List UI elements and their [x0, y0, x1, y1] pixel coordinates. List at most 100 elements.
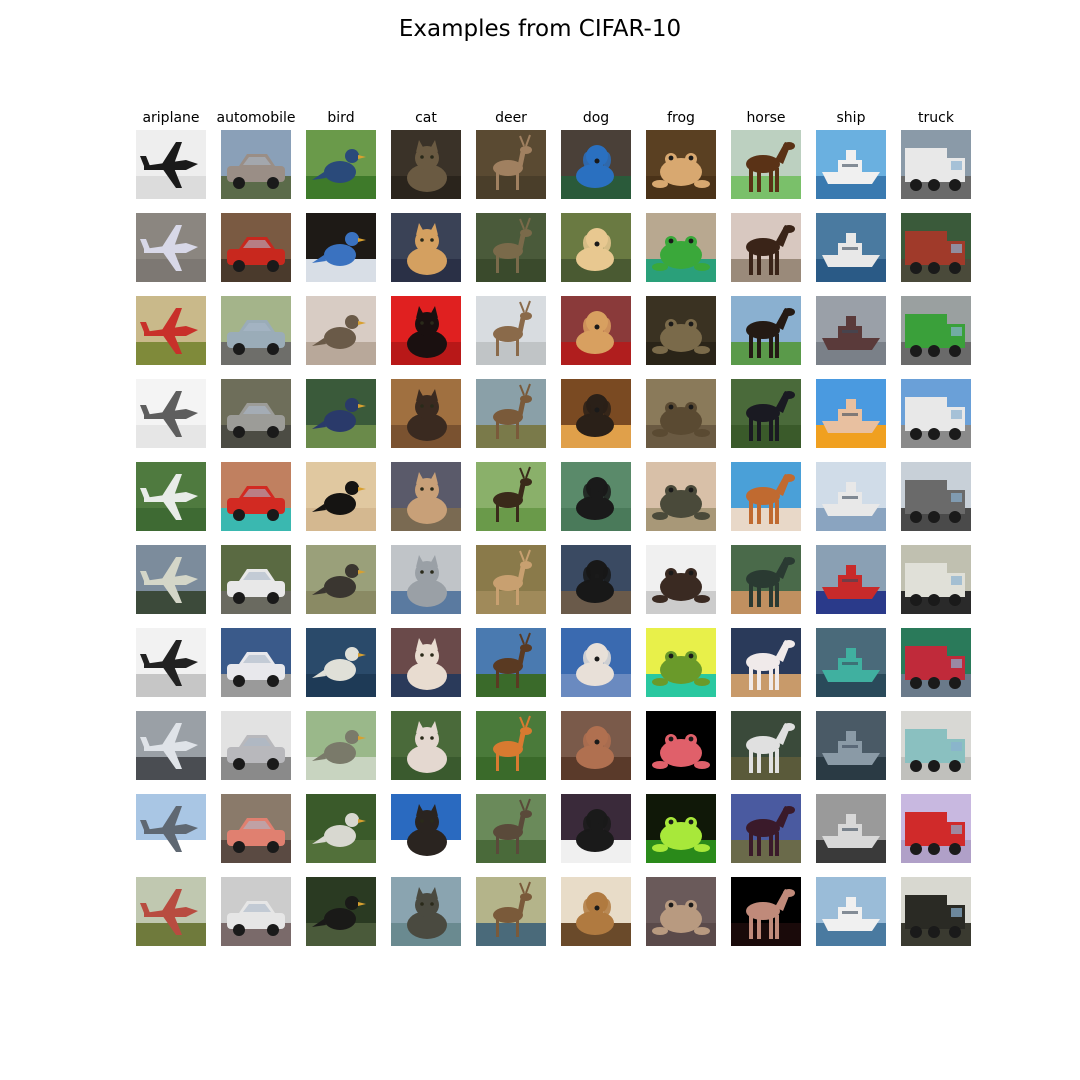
thumbnail-bird-3 — [306, 296, 376, 365]
thumbnail-horse-10 — [731, 877, 801, 946]
thumbnail-dog-3 — [561, 296, 631, 365]
thumbnail-deer-5 — [476, 462, 546, 531]
thumbnail-cat-5 — [391, 462, 461, 531]
thumbnail-deer-7 — [476, 628, 546, 697]
thumbnail-horse-7 — [731, 628, 801, 697]
thumbnail-frog-9 — [646, 794, 716, 863]
thumbnail-frog-5 — [646, 462, 716, 531]
thumbnail-automobile-3 — [221, 296, 291, 365]
thumbnail-automobile-5 — [221, 462, 291, 531]
thumbnail-automobile-4 — [221, 379, 291, 448]
thumbnail-dog-9 — [561, 794, 631, 863]
thumbnail-cat-8 — [391, 711, 461, 780]
thumbnail-frog-10 — [646, 877, 716, 946]
thumbnail-cat-1 — [391, 130, 461, 199]
thumbnail-ship-4 — [816, 379, 886, 448]
thumbnail-dog-10 — [561, 877, 631, 946]
thumbnail-bird-2 — [306, 213, 376, 282]
thumbnail-horse-3 — [731, 296, 801, 365]
thumbnail-automobile-8 — [221, 711, 291, 780]
thumbnail-ariplane-10 — [136, 877, 206, 946]
thumbnail-truck-10 — [901, 877, 971, 946]
thumbnail-dog-1 — [561, 130, 631, 199]
thumbnail-deer-9 — [476, 794, 546, 863]
column-label-truck: truck — [918, 110, 954, 126]
thumbnail-bird-8 — [306, 711, 376, 780]
thumbnail-bird-5 — [306, 462, 376, 531]
column-label-dog: dog — [582, 110, 610, 126]
thumbnail-ariplane-1 — [136, 130, 206, 199]
thumbnail-ship-3 — [816, 296, 886, 365]
thumbnail-truck-9 — [901, 794, 971, 863]
thumbnail-horse-4 — [731, 379, 801, 448]
thumbnail-bird-7 — [306, 628, 376, 697]
thumbnail-bird-4 — [306, 379, 376, 448]
thumbnail-truck-7 — [901, 628, 971, 697]
thumbnail-ship-6 — [816, 545, 886, 614]
thumbnail-automobile-1 — [221, 130, 291, 199]
thumbnail-ship-9 — [816, 794, 886, 863]
thumbnail-cat-3 — [391, 296, 461, 365]
thumbnail-cat-6 — [391, 545, 461, 614]
thumbnail-ariplane-8 — [136, 711, 206, 780]
thumbnail-horse-5 — [731, 462, 801, 531]
thumbnail-bird-6 — [306, 545, 376, 614]
thumbnail-cat-9 — [391, 794, 461, 863]
thumbnail-frog-8 — [646, 711, 716, 780]
thumbnail-frog-3 — [646, 296, 716, 365]
thumbnail-ariplane-2 — [136, 213, 206, 282]
thumbnail-automobile-6 — [221, 545, 291, 614]
thumbnail-dog-4 — [561, 379, 631, 448]
thumbnail-deer-8 — [476, 711, 546, 780]
thumbnail-dog-6 — [561, 545, 631, 614]
thumbnail-automobile-9 — [221, 794, 291, 863]
column-label-automobile: automobile — [216, 110, 296, 126]
thumbnail-deer-4 — [476, 379, 546, 448]
figure-title: Examples from CIFAR-10 — [398, 16, 682, 42]
thumbnail-deer-2 — [476, 213, 546, 282]
thumbnail-bird-9 — [306, 794, 376, 863]
column-label-ship: ship — [836, 110, 866, 126]
thumbnail-deer-1 — [476, 130, 546, 199]
thumbnail-frog-2 — [646, 213, 716, 282]
thumbnail-frog-6 — [646, 545, 716, 614]
thumbnail-frog-4 — [646, 379, 716, 448]
thumbnail-cat-7 — [391, 628, 461, 697]
thumbnail-ship-2 — [816, 213, 886, 282]
thumbnail-automobile-2 — [221, 213, 291, 282]
thumbnail-horse-2 — [731, 213, 801, 282]
thumbnail-truck-4 — [901, 379, 971, 448]
thumbnail-ariplane-3 — [136, 296, 206, 365]
thumbnail-bird-10 — [306, 877, 376, 946]
thumbnail-automobile-7 — [221, 628, 291, 697]
thumbnail-ariplane-6 — [136, 545, 206, 614]
thumbnail-dog-2 — [561, 213, 631, 282]
thumbnail-bird-1 — [306, 130, 376, 199]
thumbnail-deer-3 — [476, 296, 546, 365]
thumbnail-truck-6 — [901, 545, 971, 614]
thumbnail-cat-10 — [391, 877, 461, 946]
thumbnail-cat-4 — [391, 379, 461, 448]
thumbnail-dog-5 — [561, 462, 631, 531]
thumbnail-ship-1 — [816, 130, 886, 199]
thumbnail-deer-10 — [476, 877, 546, 946]
thumbnail-dog-8 — [561, 711, 631, 780]
thumbnail-horse-8 — [731, 711, 801, 780]
thumbnail-ship-7 — [816, 628, 886, 697]
column-label-bird: bird — [327, 110, 355, 126]
thumbnail-frog-1 — [646, 130, 716, 199]
thumbnail-ship-10 — [816, 877, 886, 946]
thumbnail-cat-2 — [391, 213, 461, 282]
thumbnail-dog-7 — [561, 628, 631, 697]
thumbnail-truck-8 — [901, 711, 971, 780]
thumbnail-truck-2 — [901, 213, 971, 282]
thumbnail-ship-8 — [816, 711, 886, 780]
column-label-horse: horse — [746, 110, 786, 126]
thumbnail-truck-3 — [901, 296, 971, 365]
thumbnail-ariplane-5 — [136, 462, 206, 531]
thumbnail-horse-1 — [731, 130, 801, 199]
thumbnail-automobile-10 — [221, 877, 291, 946]
thumbnail-frog-7 — [646, 628, 716, 697]
thumbnail-ship-5 — [816, 462, 886, 531]
column-label-cat: cat — [415, 110, 437, 126]
